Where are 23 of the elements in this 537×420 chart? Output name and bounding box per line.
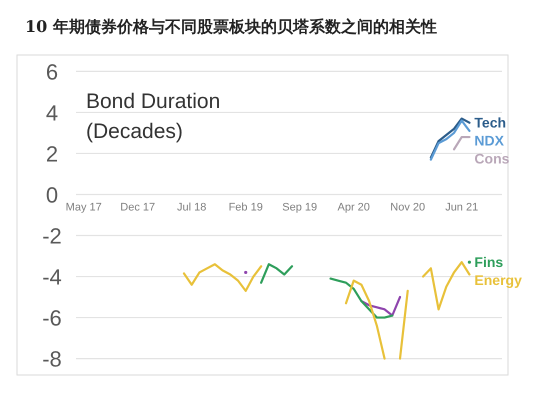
- x-tick-label: May 17: [66, 201, 102, 214]
- x-tick-label: Sep 19: [282, 201, 318, 214]
- x-tick-label: Jun 21: [445, 201, 478, 214]
- x-tick-label: Nov 20: [390, 201, 426, 214]
- y-tick-label: 4: [46, 100, 58, 126]
- x-tick-label: Jul 18: [177, 201, 206, 214]
- x-tick-label: Dec 17: [120, 201, 156, 214]
- y-tick-label: -6: [42, 306, 62, 331]
- x-tick-label: Apr 20: [338, 201, 370, 214]
- y-tick-label: -4: [42, 264, 62, 290]
- series-label: Tech: [474, 114, 506, 131]
- y-tick-label: 2: [46, 141, 58, 166]
- series-label: Energy: [474, 272, 522, 288]
- series-label: Cons: [474, 150, 510, 167]
- annotation: Bond Duration (Decades): [86, 90, 220, 143]
- series-label: NDX: [474, 132, 505, 149]
- y-tick-label: -2: [42, 224, 62, 249]
- y-tick-label: 0: [46, 182, 58, 208]
- x-tick-label: Feb 19: [228, 201, 263, 214]
- series-label: Fins: [474, 254, 504, 270]
- chart-title: 10 年期债券价格与不同股票板块的贝塔系数之间的相关性: [25, 17, 437, 36]
- y-tick-label: 6: [46, 59, 58, 84]
- y-tick-label: -8: [42, 346, 62, 372]
